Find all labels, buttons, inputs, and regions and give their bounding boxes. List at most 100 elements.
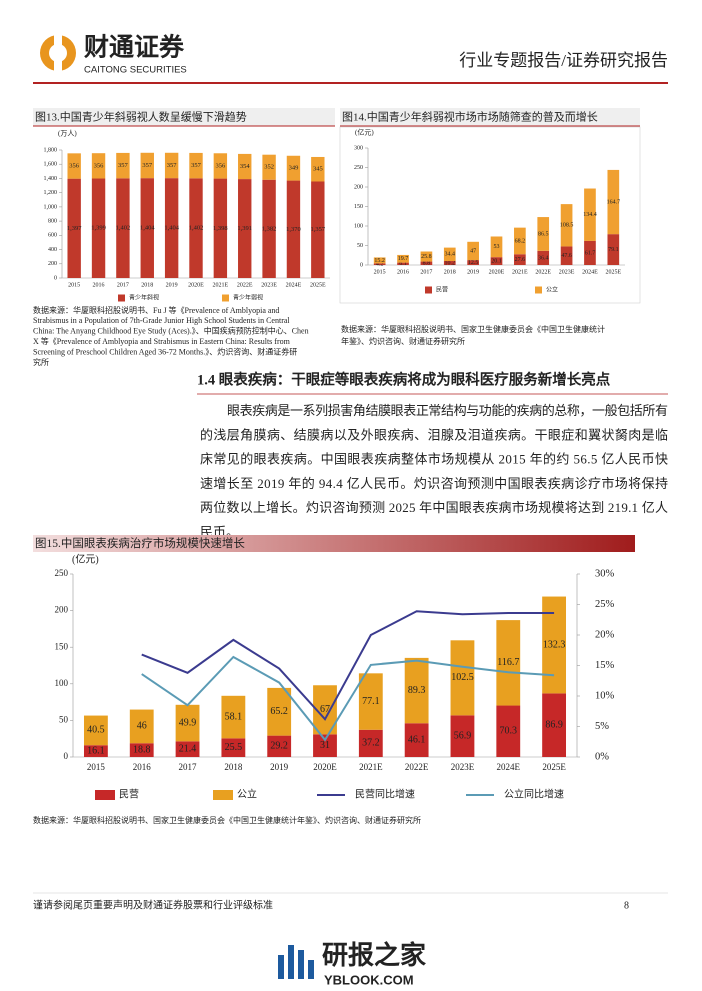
y-tick-label: 50	[59, 714, 69, 724]
x-tick-label: 2016	[93, 282, 105, 288]
y-tick-label: 100	[55, 678, 69, 688]
legend-label: 公立	[237, 787, 257, 800]
bar-segment	[537, 217, 550, 251]
source-note: 数据来源：华厦眼科招股说明书、国家卫生健康委员会《中国卫生健康统计	[341, 324, 605, 334]
bar-segment	[140, 152, 154, 179]
growth-line	[141, 655, 555, 742]
bar-segment	[607, 234, 620, 265]
x-tick-label: 2025E	[542, 762, 566, 772]
data-label: 19.7	[398, 256, 409, 262]
figure-title: 图14.中国青少年斜弱视市场市场随筛查的普及而增长	[342, 110, 598, 124]
data-label: 6.1	[399, 261, 407, 267]
bar-segment	[311, 156, 325, 182]
data-label: 8.8	[423, 261, 431, 267]
bar-segment	[373, 263, 386, 265]
data-label: 349	[289, 165, 299, 172]
data-label: 65.2	[270, 706, 288, 717]
figure-title-bar	[340, 108, 640, 126]
data-label: 357	[167, 162, 178, 169]
data-label: 12.5	[468, 260, 479, 266]
bar-segment	[129, 743, 154, 757]
x-tick-label: 2015	[68, 282, 80, 288]
data-label: 132.3	[543, 639, 566, 650]
x-tick-label: 2022E	[405, 762, 429, 772]
data-label: 34.4	[445, 252, 456, 258]
data-label: 70.3	[500, 726, 518, 737]
x-tick-label: 2023E	[261, 282, 277, 288]
source-note: Screening of Preschool Children Aged 36-…	[33, 346, 297, 356]
bar-segment	[286, 155, 301, 181]
x-tick-label: 2016	[397, 269, 409, 275]
data-label: 89.3	[408, 685, 426, 696]
data-label: 18.8	[133, 744, 151, 755]
source-note: China: The Anyang Childhood Eye Study (A…	[33, 326, 309, 336]
bar-segment	[490, 236, 503, 258]
bar-segment	[267, 735, 292, 757]
data-label: 37.2	[362, 738, 380, 749]
section-heading: 1.4 眼表疾病：干眼症等眼表疾病将成为眼科医疗服务新增长亮点	[197, 370, 611, 388]
data-label: 53	[494, 244, 500, 250]
x-tick-label: 2023E	[559, 269, 575, 275]
figure-title: 图13.中国青少年斜弱视人数呈缓慢下滑趋势	[35, 110, 247, 124]
bar-segment	[189, 152, 203, 179]
data-label: 1,404	[140, 225, 155, 232]
data-label: 134.4	[583, 212, 597, 218]
unit-label: (亿元)	[355, 128, 374, 137]
x-tick-label: 2018	[141, 282, 153, 288]
x-tick-label: 2019	[467, 269, 479, 275]
bar-segment	[542, 693, 567, 757]
x-tick-label: 2020E	[313, 762, 337, 772]
bar-segment	[450, 640, 475, 716]
y-tick-label: 200	[48, 261, 57, 267]
data-label: 86.5	[538, 231, 549, 237]
bar-segment	[397, 254, 409, 263]
unit-label: (万人)	[58, 130, 77, 138]
legend-label: 青少年斜视	[129, 293, 159, 301]
source-note: 数据来源：华厦眼科招股说明书、国家卫生健康委员会《中国卫生健康统计年鉴》、灼识咨…	[33, 815, 421, 825]
data-label: 1,402	[189, 225, 204, 232]
data-label: 1,402	[116, 225, 131, 232]
data-label: 108.5	[560, 223, 574, 229]
x-tick-label: 2021E	[512, 269, 528, 275]
paragraph-line: 床常见的眼表疾病。中国眼表疾病整体市场规模从 2015 年的约 56.5 亿人民…	[200, 452, 668, 467]
bar-segment	[83, 745, 108, 757]
data-label: 29.2	[270, 741, 288, 752]
bar-segment	[584, 240, 596, 265]
y-tick-label: 0	[54, 275, 57, 281]
data-label: 1,357	[311, 226, 326, 233]
x-tick-label: 2023E	[451, 762, 475, 772]
y-tick-label: 1,200	[44, 190, 58, 196]
y-tick-label: 1,800	[44, 147, 58, 153]
source-note: 年鉴》、灼识咨询、财通证券研究所	[341, 336, 465, 346]
bar-segment	[286, 180, 301, 278]
legend-swatch	[118, 294, 125, 302]
x-tick-label: 2021E	[359, 762, 383, 772]
data-label: 357	[142, 162, 153, 169]
bar-segment	[221, 695, 246, 739]
data-label: 27.6	[515, 257, 526, 263]
legend-swatch	[222, 294, 229, 302]
page-number: 8	[624, 900, 629, 911]
y-tick-label: 250	[55, 568, 69, 578]
bar-segment	[116, 178, 130, 278]
y-tick-label: 300	[354, 145, 363, 151]
bar-segment	[189, 178, 203, 278]
growth-line	[141, 610, 555, 721]
data-label: 58.1	[225, 711, 243, 722]
bar-segment	[404, 657, 429, 724]
bar-segment	[420, 261, 433, 265]
bar-segment	[397, 262, 409, 265]
legend-swatch	[95, 790, 115, 800]
bar-segment	[358, 673, 383, 730]
x-tick-label: 2018	[444, 269, 456, 275]
bar-segment	[490, 257, 503, 265]
y2-tick-label: 5%	[595, 721, 609, 732]
bar-segment	[514, 227, 526, 255]
data-label: 79.1	[608, 247, 619, 253]
y-tick-label: 0	[64, 751, 69, 761]
bar-segment	[311, 181, 325, 278]
x-tick-label: 2020E	[188, 282, 204, 288]
data-label: 15.2	[374, 258, 385, 264]
bar-segment	[140, 178, 154, 278]
